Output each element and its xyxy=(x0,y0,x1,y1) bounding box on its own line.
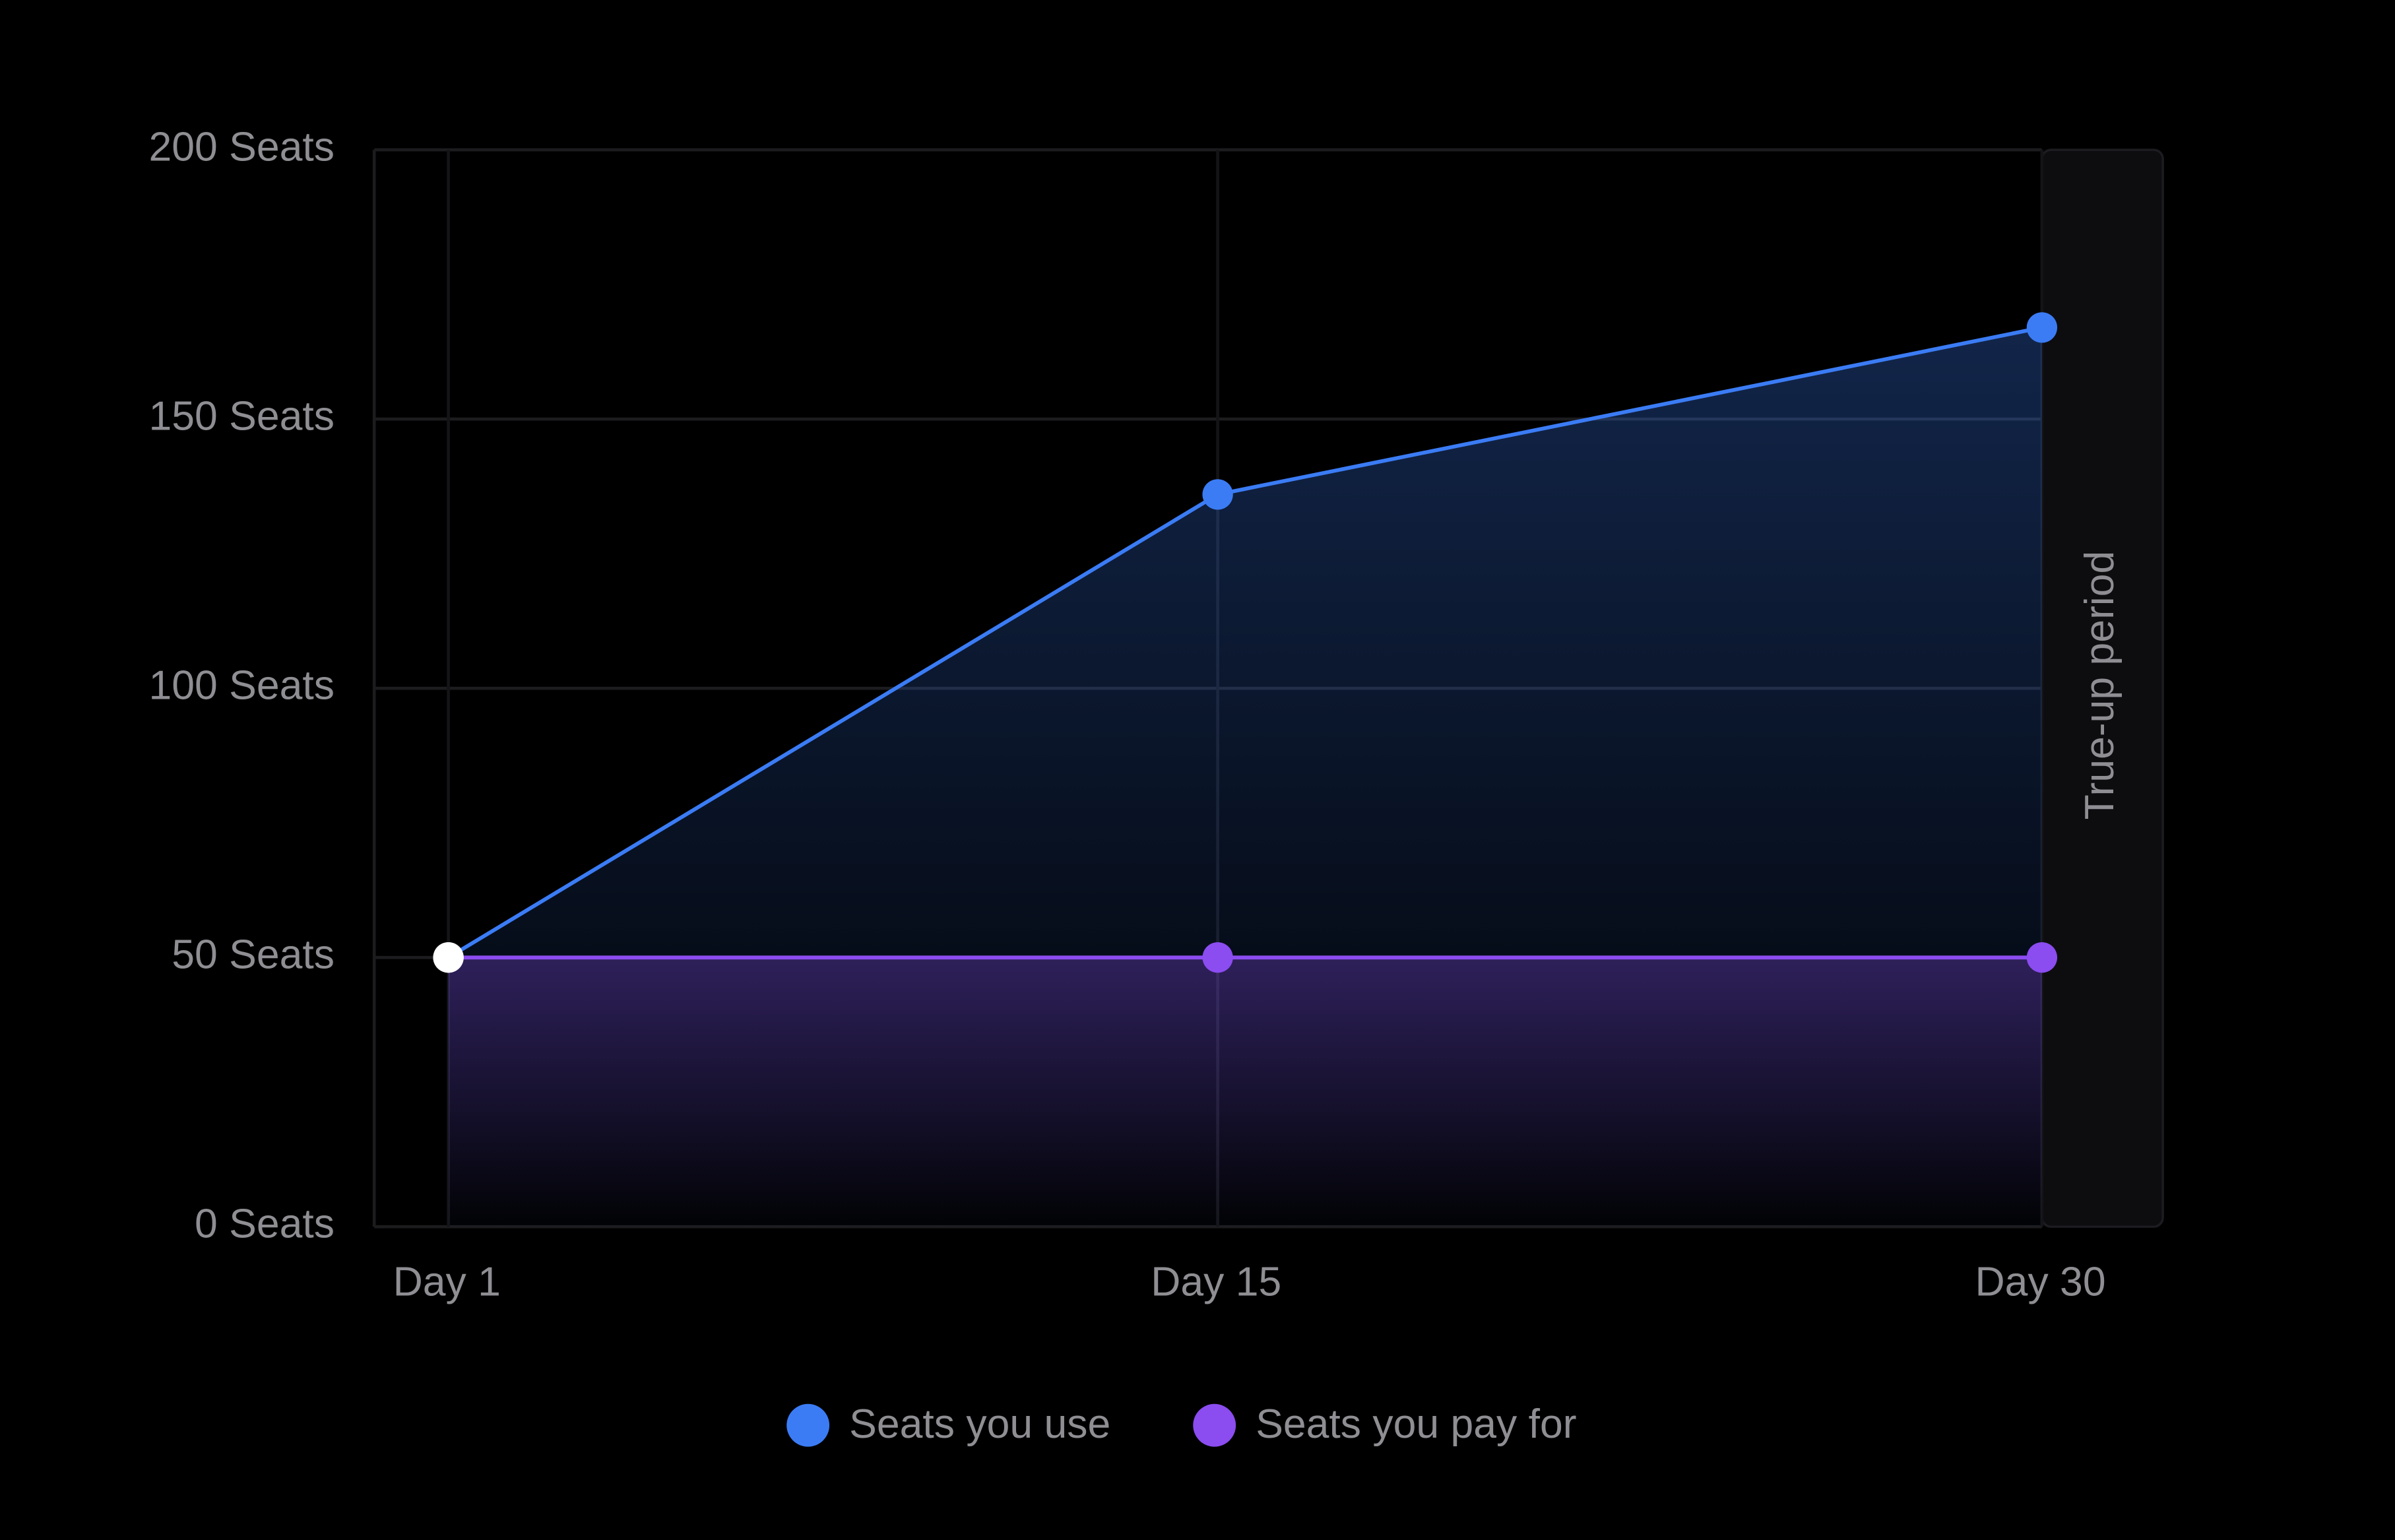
y-tick-label: 100 Seats xyxy=(149,662,335,709)
legend-label: Seats you pay for xyxy=(1256,1401,1576,1447)
legend-swatch xyxy=(1193,1403,1236,1447)
point xyxy=(433,942,464,973)
x-tick-label: Day 1 xyxy=(393,1259,501,1305)
point xyxy=(1202,479,1233,510)
area xyxy=(448,957,2042,1227)
y-tick-label: 50 Seats xyxy=(172,932,335,978)
point xyxy=(2026,312,2058,343)
legend-label: Seats you use xyxy=(849,1401,1110,1447)
x-tick-label: Day 30 xyxy=(1975,1259,2106,1305)
x-tick-label: Day 15 xyxy=(1151,1259,1281,1305)
y-tick-label: 150 Seats xyxy=(149,393,335,439)
legend-swatch xyxy=(786,1403,830,1447)
band-label: True-up period xyxy=(2076,551,2123,820)
point xyxy=(1202,942,1233,973)
y-tick-label: 0 Seats xyxy=(195,1201,335,1247)
y-tick-label: 200 Seats xyxy=(149,124,335,170)
point xyxy=(2026,942,2058,973)
